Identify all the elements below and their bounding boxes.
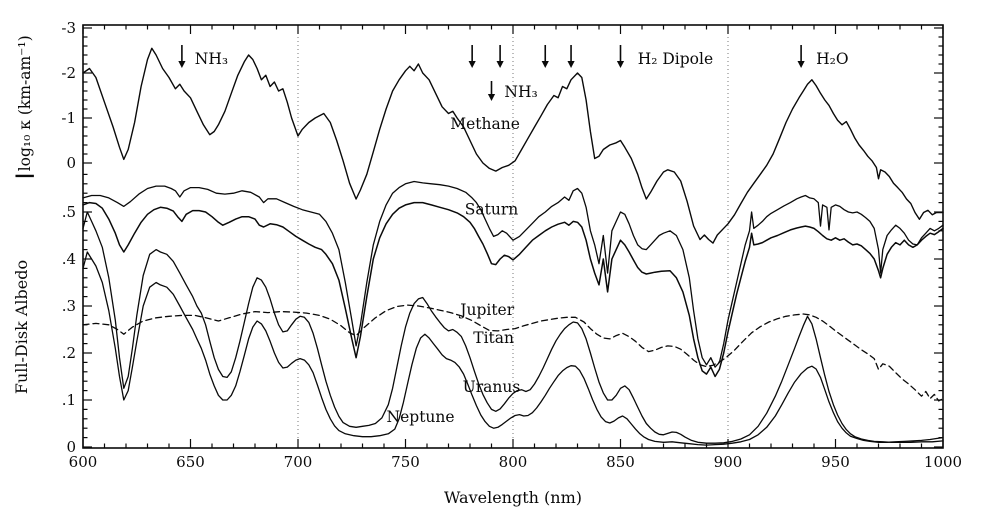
- x-axis-title: Wavelength (nm): [444, 488, 582, 507]
- x-tick-label: 700: [284, 453, 313, 471]
- curve-labels: Methane Saturn Jupiter Titan Uranus Neptune: [387, 115, 521, 426]
- x-tick-label: 950: [821, 453, 850, 471]
- absorption-arrow-794nm-head: [496, 61, 504, 68]
- annotation-label: H₂O: [816, 50, 848, 68]
- curve-label-saturn: Saturn: [465, 201, 518, 219]
- absorption-arrow-646nm-head: [178, 61, 186, 68]
- gridlines: [297, 25, 729, 448]
- curve-uranus: [82, 211, 944, 444]
- absorption-arrow-815nm-head: [541, 61, 549, 68]
- curve-neptune: [82, 251, 944, 446]
- albedo-tick-label: .2: [62, 344, 76, 362]
- x-tick-label: 1000: [924, 453, 962, 471]
- absorption-arrow-827nm-head: [567, 61, 575, 68]
- x-tick-label: 650: [176, 453, 205, 471]
- albedo-tick-label: .4: [62, 250, 76, 268]
- curves: [82, 47, 944, 446]
- annotation-label: NH₃: [195, 50, 228, 68]
- albedo-tick-label: 0: [66, 438, 76, 456]
- x-tick-label: 600: [69, 453, 98, 471]
- curve-methane: [82, 47, 944, 244]
- absorption-arrow-sub-790nm-head: [487, 94, 496, 101]
- curve-jupiter: [82, 201, 944, 378]
- albedo-tick-label: .1: [62, 391, 76, 409]
- albedo-tick-label: .3: [62, 297, 76, 315]
- annotations: NH₃ H₂ Dipole H₂O NH₃: [178, 45, 849, 101]
- curve-label-methane: Methane: [450, 115, 520, 133]
- albedo-axis-title: Full-Disk Albedo: [12, 260, 31, 394]
- y-axis-labels: -3 -2 -1 0 .5 .4 .3 .2 .1 0: [61, 19, 76, 456]
- x-tick-label: 800: [499, 453, 528, 471]
- absorption-arrow-781nm-head: [468, 61, 476, 68]
- absorption-arrow-850nm-head: [616, 61, 625, 68]
- albedo-tick-label: .5: [62, 203, 76, 221]
- x-tick-label: 900: [714, 453, 743, 471]
- annotation-label: NH₃: [504, 83, 537, 101]
- axis-ticks: [82, 25, 944, 448]
- kappa-tick-label: -1: [61, 109, 76, 127]
- x-tick-label: 850: [606, 453, 635, 471]
- kappa-tick-label: -2: [61, 64, 76, 82]
- x-axis-labels: 600 650 700 750 800 850 900 950 1000: [69, 453, 962, 471]
- curve-label-uranus: Uranus: [463, 378, 521, 396]
- x-tick-label: 750: [391, 453, 420, 471]
- curve-titan: [82, 304, 944, 402]
- kappa-tick-label: -3: [61, 19, 76, 37]
- absorption-arrow-934nm-head: [797, 61, 805, 68]
- kappa-tick-label: 0: [66, 154, 76, 172]
- curve-label-jupiter: Jupiter: [458, 301, 514, 319]
- curve-label-titan: Titan: [473, 329, 514, 347]
- curve-label-neptune: Neptune: [387, 408, 455, 426]
- curve-saturn: [82, 180, 944, 368]
- annotation-label: H₂ Dipole: [638, 50, 713, 68]
- kappa-axis-title: ┃log₁₀ κ (km-am⁻¹): [15, 35, 34, 180]
